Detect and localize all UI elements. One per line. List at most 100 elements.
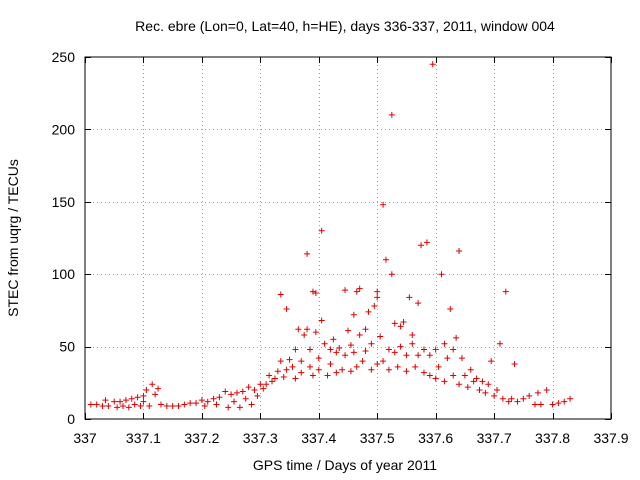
x-tick-label: 337.3 xyxy=(243,430,278,446)
data-point xyxy=(307,346,314,353)
data-point xyxy=(277,291,284,298)
data-point xyxy=(441,378,448,385)
data-point xyxy=(304,326,311,333)
data-point xyxy=(388,271,395,278)
data-point xyxy=(155,385,162,392)
data-point xyxy=(353,363,360,370)
data-point xyxy=(377,333,384,340)
data-point xyxy=(134,394,141,401)
data-point xyxy=(534,389,541,396)
data-point xyxy=(266,372,273,379)
data-point xyxy=(274,368,281,375)
data-point xyxy=(128,395,135,402)
data-point xyxy=(295,326,302,333)
axis-ticks xyxy=(85,57,612,420)
data-point xyxy=(140,398,147,405)
data-point xyxy=(318,227,325,234)
data-point xyxy=(409,340,416,347)
data-point xyxy=(333,349,340,356)
data-point xyxy=(327,346,334,353)
data-point xyxy=(201,402,208,409)
data-point xyxy=(362,326,369,333)
data-point xyxy=(330,336,337,343)
y-tick-label: 150 xyxy=(52,194,76,210)
data-point xyxy=(324,372,331,379)
data-point xyxy=(511,360,518,367)
data-point xyxy=(163,402,170,409)
data-point xyxy=(450,346,457,353)
data-point xyxy=(415,300,422,307)
data-point xyxy=(353,288,360,295)
data-point xyxy=(289,363,296,370)
data-point xyxy=(146,402,153,409)
data-point xyxy=(380,201,387,208)
data-point xyxy=(233,389,240,396)
data-point xyxy=(304,250,311,257)
data-point xyxy=(122,397,129,404)
data-point xyxy=(99,402,106,409)
chart-title: Rec. ebre (Lon=0, Lat=40, h=HE), days 33… xyxy=(135,18,555,34)
data-point xyxy=(298,358,305,365)
data-point xyxy=(368,340,375,347)
data-point xyxy=(549,401,556,408)
data-point xyxy=(283,305,290,312)
data-point xyxy=(336,345,343,352)
data-point xyxy=(169,402,176,409)
data-point xyxy=(181,401,188,408)
data-point xyxy=(175,402,182,409)
data-point xyxy=(263,381,270,388)
data-point xyxy=(114,404,121,411)
data-point xyxy=(362,347,369,354)
data-point xyxy=(537,401,544,408)
data-point xyxy=(333,369,340,376)
data-point xyxy=(149,381,156,388)
data-point xyxy=(321,340,328,347)
data-point xyxy=(260,385,267,392)
data-point xyxy=(309,372,316,379)
data-point xyxy=(315,355,322,362)
data-point xyxy=(426,352,433,359)
data-point xyxy=(458,355,465,362)
data-point xyxy=(254,392,261,399)
data-point xyxy=(257,381,264,388)
plot-frame xyxy=(84,56,612,420)
data-point xyxy=(543,387,550,394)
data-point xyxy=(385,366,392,373)
data-point xyxy=(388,111,395,118)
y-tick-label: 250 xyxy=(52,49,76,65)
data-point xyxy=(502,288,509,295)
data-point xyxy=(271,375,278,382)
data-point xyxy=(356,285,363,292)
data-point xyxy=(397,343,404,350)
data-point xyxy=(499,395,506,402)
data-point xyxy=(216,394,223,401)
data-point xyxy=(119,402,126,409)
data-point xyxy=(555,400,562,407)
data-point xyxy=(152,391,159,398)
data-point xyxy=(365,308,372,315)
data-point xyxy=(397,323,404,330)
data-point xyxy=(488,358,495,365)
data-point xyxy=(345,327,351,334)
data-point xyxy=(368,366,375,373)
x-tick-label: 337.6 xyxy=(418,430,453,446)
data-point xyxy=(210,395,217,402)
data-point xyxy=(339,366,346,373)
data-point xyxy=(406,294,413,301)
data-point xyxy=(476,387,483,394)
data-point xyxy=(567,395,574,402)
data-point xyxy=(409,332,416,339)
data-point xyxy=(444,355,451,362)
data-point xyxy=(137,402,144,409)
data-point xyxy=(312,290,319,297)
data-point xyxy=(438,271,445,278)
data-point xyxy=(432,375,439,382)
data-point xyxy=(350,349,357,356)
data-point xyxy=(429,61,436,68)
data-point xyxy=(423,239,430,246)
data-point xyxy=(193,400,200,407)
data-point xyxy=(117,398,124,405)
data-point xyxy=(283,366,290,373)
data-point xyxy=(420,346,427,353)
